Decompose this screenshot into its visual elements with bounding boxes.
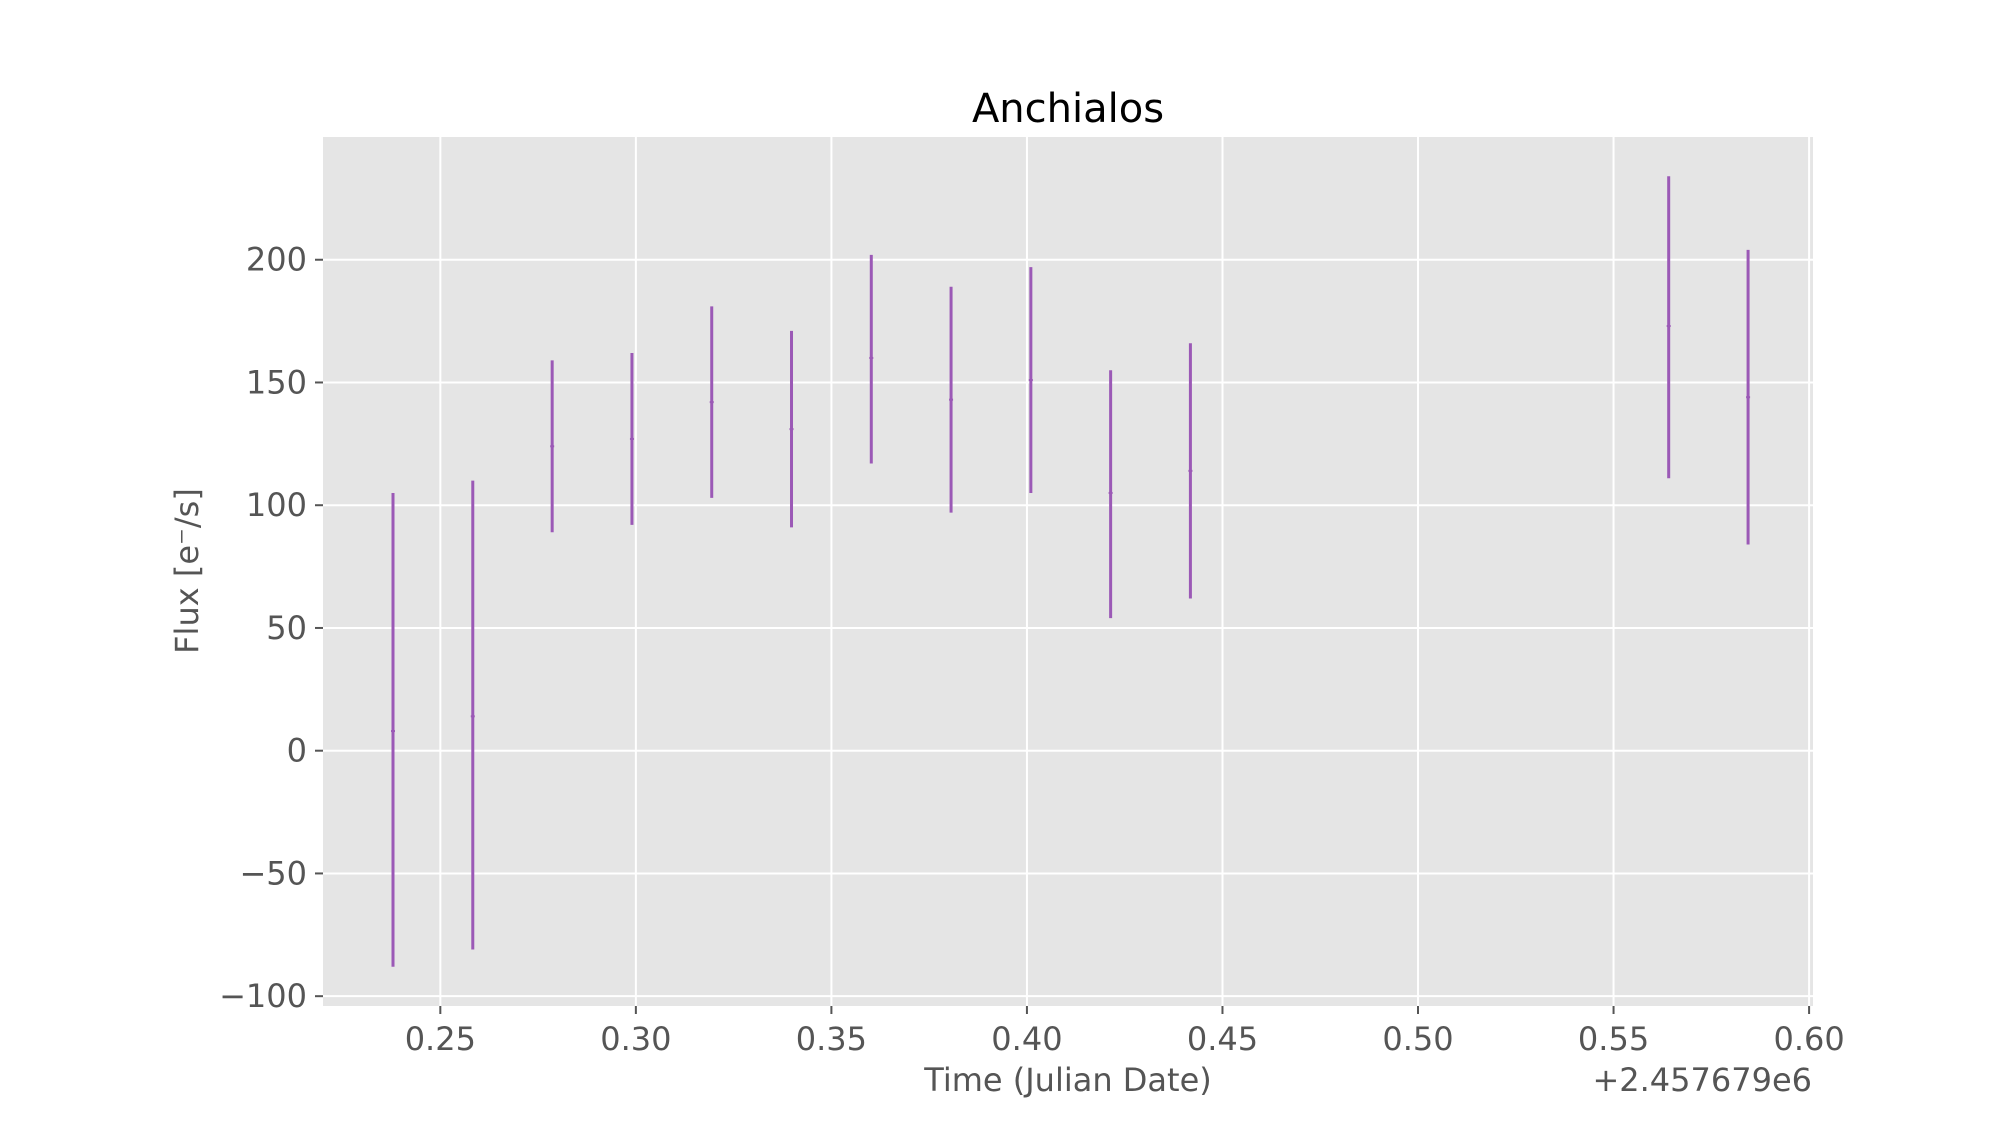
- y-tick-label: 200: [246, 241, 307, 279]
- x-tick-label: 0.35: [796, 1020, 867, 1058]
- y-tick-label: −50: [239, 854, 307, 892]
- x-axis-label: Time (Julian Date): [923, 1061, 1212, 1099]
- plot-area: [323, 137, 1813, 1006]
- x-axis-offset-label: +2.457679e6: [1592, 1061, 1812, 1099]
- x-tick-label: 0.45: [1187, 1020, 1258, 1058]
- axes: 0.25 0.30 0.35 0.40 0.45 0.50 0.55 0.60 −100 −50 0…: [219, 241, 1845, 1058]
- x-tick-label: 0.55: [1578, 1020, 1649, 1058]
- y-tick-label: 150: [246, 363, 307, 401]
- data-series: [391, 176, 1751, 967]
- y-axis-label: Flux [e⁻/s]: [168, 488, 206, 654]
- x-tick-label: 0.50: [1382, 1020, 1453, 1058]
- x-tick-label: 0.30: [600, 1020, 671, 1058]
- grid: [323, 137, 1813, 1006]
- y-tick-label: 0: [287, 732, 307, 770]
- y-tick-label: 50: [266, 609, 307, 647]
- x-tick-label: 0.25: [405, 1020, 476, 1058]
- y-tick-label: 100: [246, 486, 307, 524]
- x-tick-label: 0.60: [1773, 1020, 1844, 1058]
- x-tick-label: 0.40: [991, 1020, 1062, 1058]
- chart-title: Anchialos: [972, 86, 1164, 132]
- y-tick-label: −100: [219, 977, 307, 1015]
